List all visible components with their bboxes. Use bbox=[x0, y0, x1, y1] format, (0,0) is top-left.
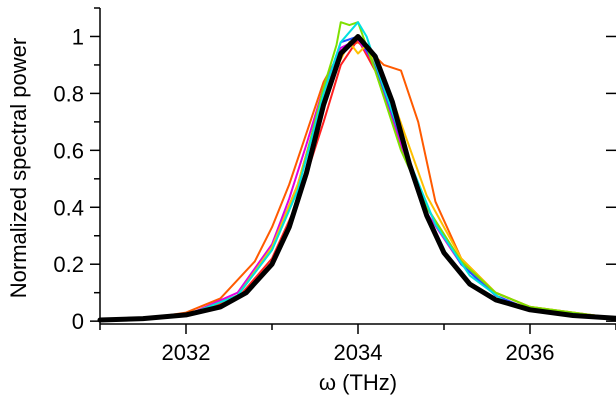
x-tick-label: 2034 bbox=[334, 340, 383, 365]
y-tick-label: 0.8 bbox=[53, 81, 84, 106]
series-line-fit bbox=[97, 34, 616, 323]
y-tick-label: 0.2 bbox=[53, 252, 84, 277]
series-line-3 bbox=[99, 38, 616, 321]
series-line-2 bbox=[99, 38, 616, 321]
x-tick-label: 2032 bbox=[162, 340, 211, 365]
ticks-layer: 2032 2034 2036 0 0.2 0.4 0.6 0.8 1 bbox=[53, 7, 616, 365]
series-line-7 bbox=[99, 21, 616, 321]
axes-layer bbox=[99, 8, 616, 325]
y-tick-label: 0.6 bbox=[53, 138, 84, 163]
series-line-6 bbox=[99, 21, 616, 321]
y-tick-label: 0.4 bbox=[53, 195, 84, 220]
series-layer bbox=[97, 21, 616, 323]
y-axis-title: Normalized spectral power bbox=[6, 38, 31, 298]
x-axis-title: ω (THz) bbox=[319, 370, 397, 395]
y-tick-label: 0 bbox=[72, 309, 84, 334]
series-line-5 bbox=[99, 41, 616, 321]
series-line-4 bbox=[99, 35, 616, 321]
y-tick-label: 1 bbox=[72, 24, 84, 49]
x-tick-label: 2036 bbox=[506, 340, 555, 365]
series-line-1 bbox=[99, 41, 616, 321]
